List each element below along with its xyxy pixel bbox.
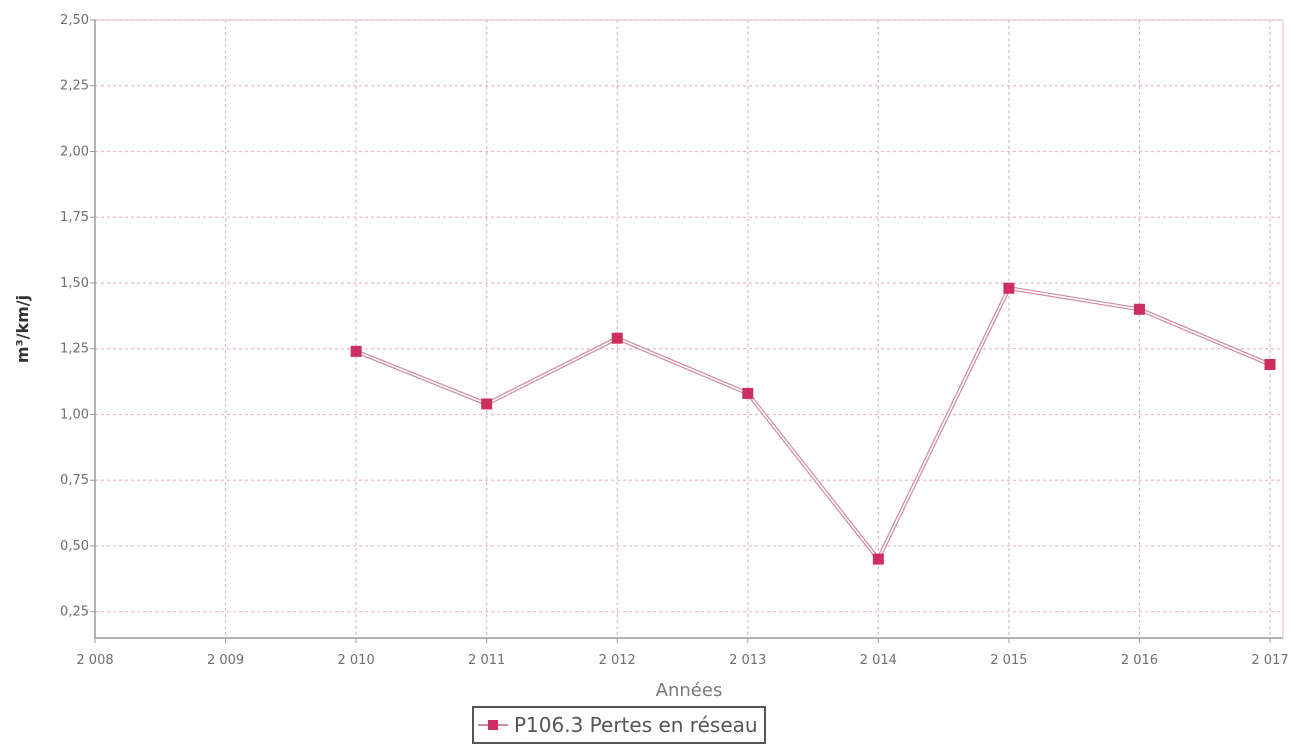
y-tick-label: 0,75 — [60, 473, 89, 488]
x-tick-label: 2 015 — [990, 653, 1027, 668]
axes — [90, 19, 1283, 643]
x-tick-label: 2 016 — [1121, 653, 1158, 668]
y-axis-title: m³/km/j — [13, 295, 32, 363]
x-tick-label: 2 011 — [468, 653, 505, 668]
x-tick-label: 2 017 — [1251, 653, 1288, 668]
x-tick-label: 2 014 — [860, 653, 897, 668]
y-tick-label: 1,75 — [60, 210, 89, 225]
y-tick-label: 0,50 — [60, 539, 89, 554]
y-tick-label: 1,25 — [60, 342, 89, 357]
x-tick-label: 2 008 — [76, 653, 113, 668]
y-tick-label: 0,25 — [60, 605, 89, 620]
x-tick-label: 2 009 — [207, 653, 244, 668]
x-tick-labels: 2 008 2 009 2 010 2 011 2 012 2 013 2 014 2 015… — [76, 653, 1288, 668]
y-tick-label: 1,50 — [60, 276, 89, 291]
data-point — [742, 387, 754, 399]
data-point — [481, 398, 493, 410]
data-point — [1264, 359, 1276, 371]
legend-swatch — [478, 717, 508, 733]
y-tick-label: 2,25 — [60, 79, 89, 94]
plot-area — [94, 19, 1284, 639]
legend-label: P106.3 Pertes en réseau — [514, 713, 758, 737]
y-tick-labels: 0,25 0,50 0,75 1,00 1,25 1,50 1,75 2,00 2,25 2,50 — [60, 13, 89, 620]
series-line-inner — [355, 287, 1271, 560]
y-tick-label: 1,00 — [60, 407, 89, 422]
legend: P106.3 Pertes en réseau — [472, 706, 766, 744]
data-point — [350, 345, 362, 357]
data-point — [872, 553, 884, 565]
y-tick-label: 2,50 — [60, 13, 89, 28]
series-layer — [350, 282, 1276, 565]
y-tick-label: 2,00 — [60, 144, 89, 159]
x-tick-label: 2 013 — [729, 653, 766, 668]
data-point — [1133, 303, 1145, 315]
x-tick-label: 2 012 — [599, 653, 636, 668]
x-axis-title: Années — [656, 680, 723, 701]
data-point — [611, 332, 623, 344]
data-point — [1003, 282, 1015, 294]
x-tick-label: 2 010 — [338, 653, 375, 668]
